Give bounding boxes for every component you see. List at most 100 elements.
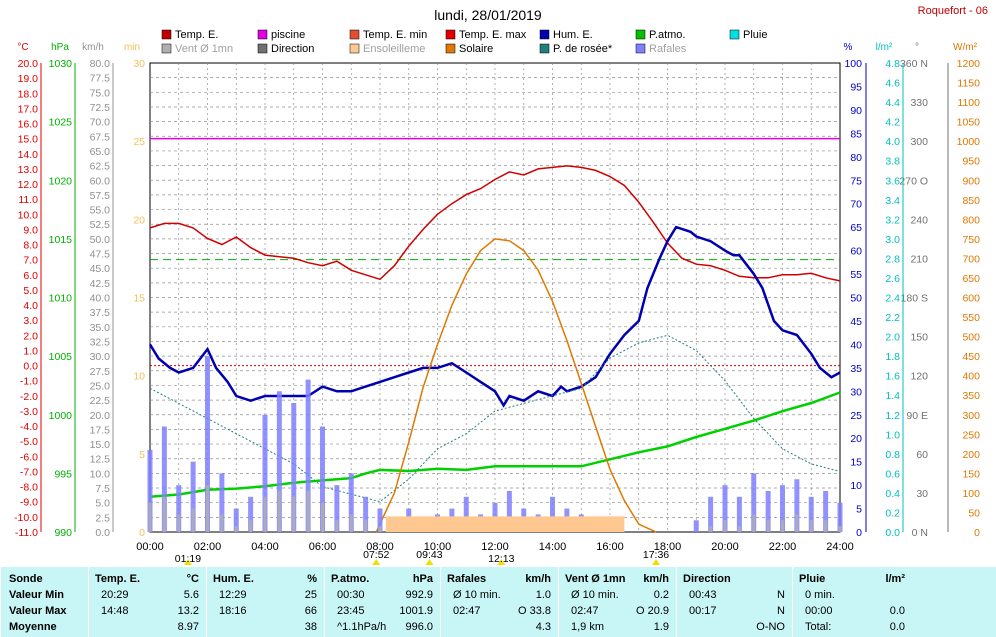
rain-tick-label: 4.4 [885,97,900,109]
wind-tick-label: 50.0 [90,234,111,246]
temp-tick-label: 0.0 [23,361,38,373]
legend-swatch [635,29,646,40]
solar-tick-label: 750 [962,234,980,246]
legend-label: Ensoleilleme [363,43,425,55]
stats-pluie-label: 00:00 [805,605,833,617]
rain-tick-label: 3.4 [885,195,900,207]
wind-tick-label: 55.0 [90,205,111,217]
event-marker [652,559,660,565]
stats-temp-label: 20:29 [101,589,129,601]
legend-label: piscine [271,29,305,41]
legend-swatch [445,43,456,54]
rain-tick-label: 4.2 [885,117,900,129]
legend-label: Vent Ø 1mn [175,43,233,55]
solar-tick-label: 100 [962,488,980,500]
solar-tick-label: 200 [962,449,980,461]
stats-panel: Sonde Valeur Min Valeur Max Moyenne Temp… [0,567,996,637]
wind-tick-label: 25.0 [90,380,111,392]
hum-tick-label: 5 [856,504,862,516]
temp-tick-label: -11.0 [15,527,38,539]
hum-tick-label: 25 [850,410,862,422]
wind-tick-label: 45.0 [90,263,111,275]
temp-tick-label: 15.0 [18,134,39,146]
legend-label: P. de rosée* [553,43,613,55]
temp-tick-label: 12.0 [18,179,39,191]
wind-tick-label: 75.0 [90,87,111,99]
hum-tick-label: 90 [850,105,862,117]
stats-raf-title: Rafales [447,573,487,585]
temp-tick-label: 18.0 [18,88,39,100]
press-unit: hPa [51,42,69,53]
solar-tick-label: 650 [962,273,980,285]
stats-raf-label: 02:47 [453,605,481,617]
stats-temp-value: 5.6 [183,589,199,601]
rain-tick-label: 3.6 [885,175,900,187]
time-tick-label: 18:00 [654,541,682,553]
time-tick-label: 00:00 [136,541,164,553]
stats-sonde: Sonde Valeur Min Valeur Max Moyenne [0,567,89,637]
rain-tick-label: 3.2 [885,214,900,226]
stats-dir-label: 00:43 [689,589,717,601]
legend-label: Solaire [459,43,493,55]
wind-tick-label: 17.5 [90,424,111,436]
stats-pluie: Pluie l/m² 0 min. 00:00 0.0 Total: 0.0 [792,567,913,637]
stats-dir-value: N [777,589,785,601]
solar-tick-label: 600 [962,293,980,305]
legend-swatch [349,29,360,40]
series-p-atmo [149,391,841,499]
hum-tick-label: 70 [850,199,862,211]
wind-tick-label: 62.5 [90,161,111,173]
temp-tick-label: 6.0 [23,270,38,282]
event-markers: 09:43 01:19 07:52 12:13 17:36 [175,549,669,565]
series [147,137,843,533]
temp-tick-label: 5.0 [23,285,38,297]
wind-tick-label: 57.5 [90,190,111,202]
event-label: 17:36 [643,549,669,561]
stats-vent-unit: km/h [643,573,669,585]
press-tick-label: 1030 [49,58,73,70]
event-label: 09:43 [416,549,442,561]
hum-unit: % [844,42,853,53]
solar-tick-label: 500 [962,332,980,344]
dir-tick-label: 180 S [901,293,928,305]
rain-tick-label: 0.0 [885,527,900,539]
solar-tick-label: 850 [962,195,980,207]
legend-swatch [349,43,360,54]
wind-tick-label: 52.5 [90,219,111,231]
temp-tick-label: 3.0 [23,315,38,327]
stats-sonde-title: Sonde [9,573,43,585]
wind-tick-label: 22.5 [90,395,111,407]
legend-swatch [445,29,456,40]
legend-label: Temp. E. max [459,29,527,41]
stats-raf-value: O 33.8 [517,605,551,617]
legend-swatch [257,29,268,40]
hum-tick-label: 20 [850,433,862,445]
legend-label: Pluie [743,29,767,41]
stats-dir-value: N [777,605,785,617]
wind-unit: km/h [82,42,104,53]
stats-temp-unit: °C [186,573,199,585]
legend-swatch [729,29,740,40]
wind-tick-label: 15.0 [90,439,111,451]
stats-row-max: Valeur Max [9,605,67,617]
stats-row-avg: Moyenne [9,621,57,633]
temp-tick-label: 19.0 [18,73,39,85]
solar-tick-label: 300 [962,410,980,422]
legend-swatch [539,29,550,40]
temp-tick-label: -2.0 [20,391,38,403]
rain-tick-label: 0.8 [885,449,900,461]
press-tick-label: 1010 [49,293,73,305]
rain-tick-label: 4.8 [885,58,900,70]
temp-tick-label: 7.0 [23,255,38,267]
hum-tick-label: 45 [850,316,862,328]
time-tick-label: 08:00 [366,541,394,553]
event-marker [497,559,506,565]
wind-tick-label: 77.5 [90,73,111,85]
stats-hum-value: 66 [304,605,317,617]
dir-tick-label: 0 N [912,527,928,539]
dir-tick-label: 300 [910,136,928,148]
press-tick-label: 1015 [49,234,73,246]
stats-temp-value: 8.97 [177,621,199,633]
temp-tick-label: 2.0 [23,330,38,342]
solar-tick-label: 1000 [957,136,981,148]
